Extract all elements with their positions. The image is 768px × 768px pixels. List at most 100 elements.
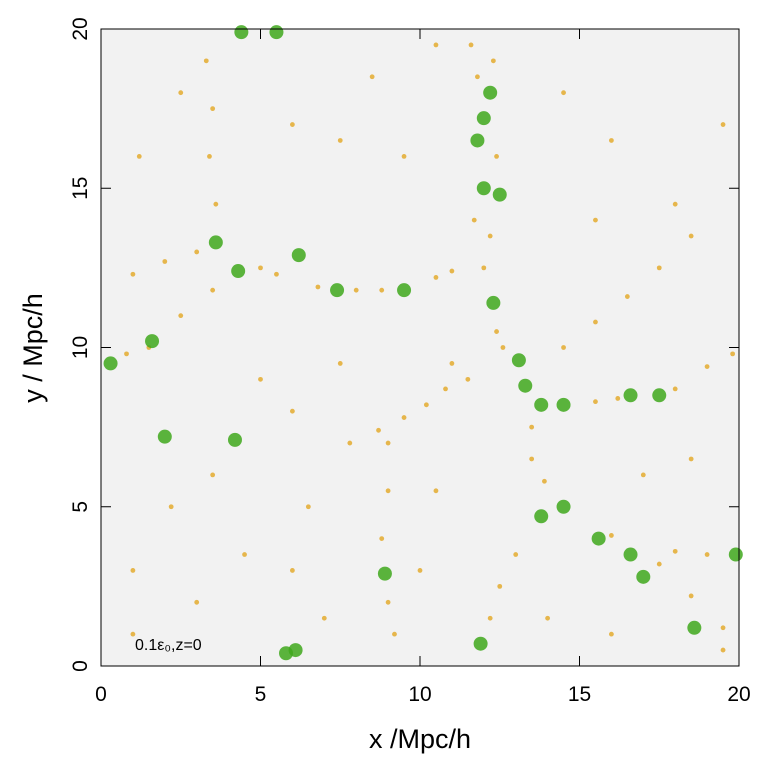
point	[486, 295, 501, 310]
point	[291, 248, 306, 263]
point	[417, 568, 423, 573]
point	[593, 319, 598, 325]
point	[728, 547, 743, 562]
point	[704, 364, 710, 370]
point	[529, 456, 535, 462]
point	[609, 138, 614, 143]
annotation: 0.1ε₀,z=0	[135, 637, 202, 654]
point	[194, 249, 200, 255]
point	[500, 345, 506, 350]
point	[210, 472, 216, 478]
point	[468, 42, 474, 48]
point	[624, 294, 630, 299]
point	[720, 122, 726, 127]
point	[330, 283, 345, 298]
point	[208, 235, 223, 250]
point	[337, 138, 343, 143]
point	[494, 329, 499, 334]
point	[672, 386, 678, 392]
point	[518, 378, 533, 393]
point	[315, 284, 321, 290]
point	[203, 58, 209, 64]
point	[392, 631, 397, 637]
point	[720, 647, 726, 653]
point	[623, 388, 638, 403]
point	[556, 499, 571, 514]
point	[545, 615, 550, 621]
point	[337, 361, 343, 366]
point	[542, 478, 547, 484]
point	[130, 568, 136, 573]
point	[385, 599, 391, 605]
point	[497, 583, 503, 589]
point	[487, 233, 493, 239]
point	[397, 283, 412, 298]
point	[561, 345, 566, 350]
point	[258, 376, 263, 382]
point	[401, 415, 407, 420]
point	[476, 111, 491, 126]
point	[288, 643, 303, 658]
point	[529, 424, 535, 430]
point	[623, 547, 638, 562]
point	[591, 531, 606, 546]
point	[353, 287, 359, 293]
point	[609, 533, 614, 538]
point	[688, 233, 694, 239]
point	[475, 74, 480, 80]
y-tick-label: 10	[69, 336, 92, 359]
point	[511, 353, 526, 368]
point	[443, 386, 448, 392]
point	[103, 356, 118, 371]
x-tick-label: 10	[408, 683, 431, 706]
point	[136, 154, 142, 159]
point	[130, 631, 136, 637]
point	[145, 334, 160, 349]
point	[465, 376, 471, 382]
point	[321, 615, 327, 621]
point	[227, 432, 242, 447]
x-tick-label: 5	[255, 683, 267, 706]
point	[688, 456, 694, 462]
point	[487, 615, 493, 621]
point	[449, 268, 455, 274]
point	[178, 90, 184, 96]
point	[377, 566, 392, 581]
point	[687, 620, 702, 635]
point	[178, 313, 184, 319]
point	[492, 187, 507, 202]
point	[656, 561, 662, 567]
point	[476, 181, 491, 196]
point	[213, 201, 219, 207]
point	[258, 265, 263, 271]
point	[210, 106, 216, 112]
point	[231, 264, 246, 279]
point	[269, 25, 284, 40]
point	[423, 402, 429, 408]
point	[347, 440, 353, 446]
point	[290, 408, 295, 414]
point	[369, 74, 375, 80]
point	[652, 388, 667, 403]
point	[481, 265, 487, 271]
y-tick-label: 15	[69, 177, 92, 200]
point	[274, 271, 279, 277]
point	[513, 552, 519, 557]
point	[561, 90, 566, 96]
point	[494, 154, 499, 159]
point	[593, 217, 598, 223]
x-tick-label: 15	[568, 683, 591, 706]
point	[672, 548, 678, 554]
point	[704, 552, 710, 557]
point	[720, 625, 726, 631]
point	[449, 361, 455, 366]
y-tick-label: 20	[69, 17, 92, 40]
point	[636, 569, 651, 584]
point	[401, 154, 407, 159]
point	[593, 399, 598, 405]
point	[305, 504, 311, 510]
point	[534, 397, 549, 412]
point	[290, 122, 295, 127]
point	[473, 636, 488, 651]
